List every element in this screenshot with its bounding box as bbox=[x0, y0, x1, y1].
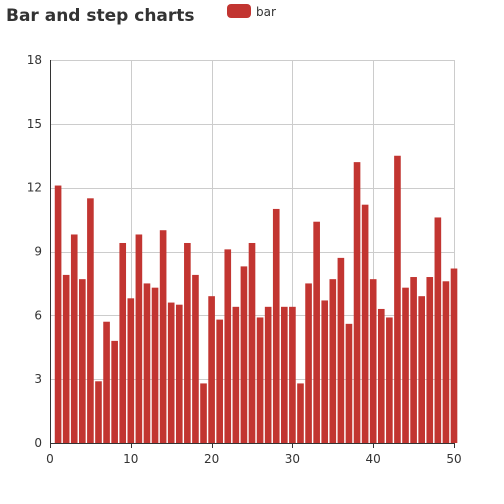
bar[interactable] bbox=[410, 277, 417, 443]
bar[interactable] bbox=[386, 317, 393, 443]
bar[interactable] bbox=[184, 242, 191, 443]
bar[interactable] bbox=[313, 221, 320, 443]
bar[interactable] bbox=[418, 296, 425, 443]
bar[interactable] bbox=[353, 162, 361, 443]
bar[interactable] bbox=[297, 383, 304, 443]
bar[interactable] bbox=[329, 279, 337, 443]
bar[interactable] bbox=[95, 381, 102, 443]
bar[interactable] bbox=[175, 304, 183, 443]
bar[interactable] bbox=[103, 321, 110, 443]
bar[interactable] bbox=[240, 266, 248, 443]
bar[interactable] bbox=[337, 257, 345, 443]
bar[interactable] bbox=[62, 274, 70, 443]
bar[interactable] bbox=[143, 283, 151, 443]
bar[interactable] bbox=[272, 208, 280, 443]
bar[interactable] bbox=[394, 155, 401, 443]
bar[interactable] bbox=[442, 281, 450, 443]
bar[interactable] bbox=[224, 249, 232, 443]
chart-title: Bar and step charts bbox=[6, 6, 195, 26]
legend-swatch-bar[interactable] bbox=[227, 4, 251, 18]
axes bbox=[50, 60, 455, 448]
x-tick-label: 40 bbox=[366, 452, 381, 466]
bar[interactable] bbox=[450, 268, 458, 443]
y-tick-label: 18 bbox=[27, 53, 42, 67]
y-axis-tick-labels: 0 3 6 9 12 15 18 bbox=[27, 53, 42, 450]
y-tick-label: 12 bbox=[27, 181, 42, 195]
y-tick-label: 3 bbox=[34, 372, 42, 386]
bar[interactable] bbox=[264, 306, 272, 443]
bar[interactable] bbox=[159, 230, 167, 443]
bar[interactable] bbox=[167, 302, 175, 443]
bar[interactable] bbox=[361, 204, 369, 443]
legend[interactable]: bar bbox=[227, 4, 276, 19]
bar[interactable] bbox=[70, 234, 78, 443]
x-tick-label: 0 bbox=[46, 452, 54, 466]
x-tick-label: 30 bbox=[285, 452, 300, 466]
y-tick-label: 15 bbox=[27, 117, 42, 131]
bar[interactable] bbox=[305, 283, 312, 443]
bar[interactable] bbox=[377, 308, 385, 443]
bar[interactable] bbox=[248, 242, 256, 443]
bar[interactable] bbox=[192, 274, 199, 443]
bar[interactable] bbox=[208, 296, 215, 443]
bar[interactable] bbox=[402, 287, 409, 443]
bar[interactable] bbox=[281, 306, 288, 443]
bar[interactable] bbox=[289, 306, 296, 443]
bar[interactable] bbox=[54, 185, 62, 444]
bar[interactable] bbox=[200, 383, 207, 443]
bar[interactable] bbox=[434, 217, 442, 443]
legend-label-bar[interactable]: bar bbox=[256, 5, 276, 19]
bar[interactable] bbox=[216, 319, 223, 443]
bar[interactable] bbox=[426, 277, 434, 443]
bar[interactable] bbox=[321, 300, 329, 443]
x-axis-tick-labels: 0 10 20 30 40 50 bbox=[46, 452, 461, 466]
y-tick-label: 6 bbox=[34, 308, 42, 322]
bar[interactable] bbox=[127, 298, 135, 443]
bar[interactable] bbox=[256, 317, 264, 443]
bar[interactable] bbox=[87, 198, 94, 443]
y-tick-label: 9 bbox=[34, 245, 42, 259]
x-tick-label: 20 bbox=[204, 452, 219, 466]
bar[interactable] bbox=[79, 279, 86, 443]
bar[interactable] bbox=[135, 234, 143, 443]
x-tick-label: 50 bbox=[446, 452, 461, 466]
bar[interactable] bbox=[151, 287, 159, 443]
y-tick-label: 0 bbox=[34, 436, 42, 450]
bar-series bbox=[54, 155, 458, 444]
bar[interactable] bbox=[232, 306, 240, 443]
bar[interactable] bbox=[111, 340, 118, 443]
bar[interactable] bbox=[119, 242, 127, 443]
bar[interactable] bbox=[369, 279, 377, 443]
bar[interactable] bbox=[345, 323, 353, 443]
x-tick-label: 10 bbox=[123, 452, 138, 466]
